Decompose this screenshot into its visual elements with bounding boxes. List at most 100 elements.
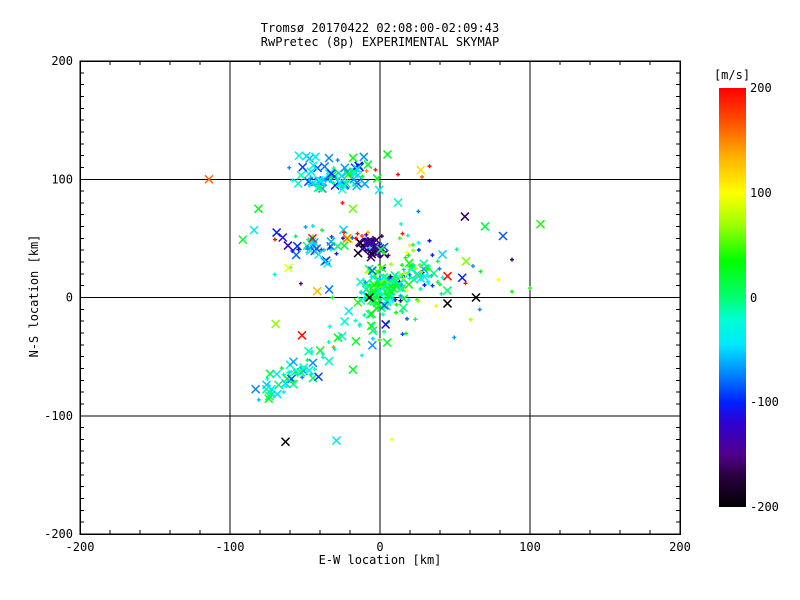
data-point-plus — [382, 279, 387, 284]
y-axis-tick-label: 0 — [66, 291, 73, 305]
data-point-x — [393, 198, 403, 208]
data-point-plus — [331, 345, 336, 350]
data-point-plus — [364, 232, 369, 237]
data-point-x — [313, 372, 324, 382]
data-point-x — [374, 185, 384, 195]
data-point-plus — [407, 272, 412, 277]
data-point-x — [342, 233, 352, 243]
data-point-plus — [416, 209, 421, 214]
data-point-x — [398, 303, 408, 313]
data-point-plus — [426, 266, 431, 271]
data-point-x — [291, 250, 301, 260]
data-point-x — [251, 384, 261, 394]
data-point-x — [535, 219, 546, 229]
data-point-plus — [265, 376, 270, 381]
data-point-plus — [310, 223, 315, 228]
data-point-x — [340, 316, 350, 326]
data-point-x — [442, 286, 452, 296]
data-point-x — [381, 319, 391, 329]
data-point-plus — [329, 247, 334, 252]
data-point-plus — [377, 276, 382, 281]
data-point-plus — [373, 275, 378, 280]
data-point-x — [367, 309, 377, 319]
data-point-x — [367, 266, 377, 276]
data-point-plus — [305, 237, 310, 242]
data-point-plus — [272, 272, 277, 277]
data-point-x — [374, 286, 384, 296]
data-point-plus — [326, 340, 331, 345]
data-point-plus — [463, 281, 468, 286]
data-point-plus — [290, 248, 295, 253]
data-point-plus — [405, 250, 409, 255]
data-point-plus — [271, 393, 276, 398]
data-point-plus — [350, 235, 355, 240]
data-point-plus — [437, 266, 442, 271]
data-point-plus — [305, 358, 310, 363]
data-point-plus — [388, 293, 393, 298]
data-point-plus — [321, 355, 326, 360]
data-point-plus — [407, 267, 412, 272]
data-point-plus — [367, 245, 372, 250]
data-point-plus — [405, 233, 410, 238]
data-point-x — [416, 165, 426, 175]
data-point-x — [274, 380, 284, 390]
data-point-x — [461, 256, 471, 266]
data-point-plus — [373, 167, 378, 172]
data-point-plus — [399, 282, 404, 287]
data-point-plus — [320, 351, 325, 356]
data-point-plus — [309, 349, 314, 354]
data-point-plus — [366, 230, 370, 235]
data-point-plus — [321, 247, 326, 252]
data-point-x — [360, 179, 370, 189]
data-point-x — [253, 204, 264, 214]
data-point-plus — [303, 224, 308, 229]
data-point-plus — [305, 247, 310, 252]
data-point-plus — [426, 279, 431, 284]
data-point-plus — [394, 310, 399, 315]
data-point-plus — [427, 164, 432, 169]
data-point-plus — [405, 288, 410, 293]
data-point-x — [331, 436, 342, 446]
data-point-x — [367, 249, 377, 259]
data-point-x — [333, 241, 343, 251]
data-point-plus — [394, 302, 399, 307]
data-point-plus — [376, 296, 381, 301]
data-point-plus — [528, 286, 532, 291]
data-point-x — [377, 263, 387, 273]
data-point-plus — [351, 183, 356, 188]
data-point-x — [363, 238, 373, 248]
data-point-x — [307, 178, 318, 189]
data-point-x — [340, 163, 350, 173]
data-point-plus — [369, 274, 374, 279]
data-point-x — [320, 161, 330, 172]
data-point-plus — [292, 379, 297, 384]
data-point-plus — [293, 370, 298, 375]
data-point-plus — [373, 329, 378, 334]
data-point-x — [288, 357, 298, 367]
data-point-x — [238, 235, 248, 245]
data-point-plus — [359, 353, 364, 358]
y-axis-tick-label: 100 — [51, 172, 73, 186]
data-point-x — [382, 149, 393, 159]
data-point-x — [283, 263, 294, 273]
data-point-plus — [329, 234, 334, 239]
data-point-plus — [435, 259, 440, 264]
data-point-plus — [287, 165, 292, 170]
data-point-x — [294, 151, 304, 161]
data-point-x — [388, 284, 398, 294]
data-point-plus — [389, 262, 394, 267]
data-point-plus — [399, 273, 404, 278]
data-point-x — [355, 238, 366, 248]
data-point-plus — [300, 375, 305, 380]
data-point-plus — [416, 299, 421, 304]
data-point-x — [379, 300, 389, 310]
data-point-plus — [417, 263, 422, 268]
data-point-plus — [256, 397, 261, 402]
data-point-plus — [273, 237, 277, 242]
data-point-plus — [342, 230, 346, 235]
data-point-plus — [400, 231, 405, 236]
x-axis-tick-label: 0 — [376, 540, 383, 554]
data-point-plus — [390, 299, 395, 304]
data-point-x — [321, 256, 331, 266]
